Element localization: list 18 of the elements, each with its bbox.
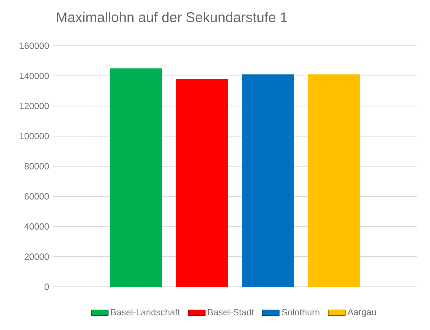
y-tick-label: 80000 — [24, 163, 50, 170]
legend-label: Aargau — [348, 309, 376, 318]
y-tick-label: 120000 — [20, 103, 50, 110]
bar — [176, 79, 228, 287]
legend-label: Basel-Stadt — [208, 309, 254, 316]
y-tick-label: 140000 — [20, 72, 50, 80]
bar — [308, 74, 360, 287]
y-tick-label: 100000 — [20, 133, 50, 140]
bar — [242, 74, 294, 287]
y-tick-label: 60000 — [24, 193, 50, 200]
chart-title: Maximallohn auf der Sekundarstufe 1 — [57, 12, 288, 22]
y-tick-label: 40000 — [24, 224, 50, 230]
bar — [110, 68, 162, 287]
y-tick-label: 20000 — [24, 254, 50, 260]
y-tick-label: 160000 — [20, 42, 50, 50]
legend-label: Solothurn — [282, 309, 320, 316]
y-tick-label: 0 — [44, 284, 50, 290]
legend-label: Basel-Landschaft — [111, 309, 180, 316]
